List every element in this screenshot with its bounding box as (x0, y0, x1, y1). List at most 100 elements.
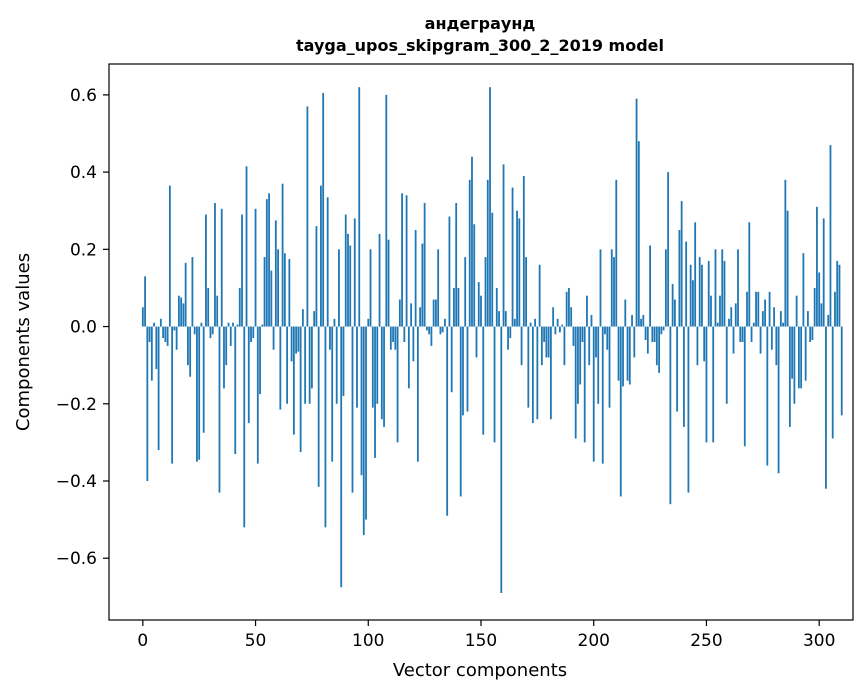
bar (416, 326, 419, 462)
bar (177, 295, 180, 327)
bar (367, 318, 370, 327)
bar (353, 218, 356, 327)
bar (191, 257, 194, 327)
bar (687, 326, 690, 493)
bar (173, 326, 176, 331)
bar (141, 307, 144, 327)
bar (646, 326, 649, 354)
y-tick-label: −0.2 (56, 395, 97, 415)
bar (168, 185, 171, 327)
bar (308, 326, 311, 404)
bar (448, 216, 451, 327)
y-axis-ticks: −0.6 −0.4 −0.2 0.0 0.2 0.4 0.6 (56, 86, 109, 569)
bar (279, 326, 282, 410)
bar (347, 233, 349, 327)
bar (549, 326, 552, 420)
bar (299, 326, 302, 453)
bar (683, 326, 685, 427)
bar (398, 299, 401, 327)
bar (412, 326, 415, 362)
bar (432, 299, 435, 327)
bar (757, 291, 760, 327)
x-tick-label: 0 (137, 631, 148, 651)
y-tick-label: 0.6 (70, 86, 97, 106)
y-tick-label: −0.6 (56, 549, 97, 569)
bar (486, 179, 489, 327)
bar (344, 214, 347, 327)
bar (572, 326, 575, 346)
bar (304, 326, 307, 404)
bar (232, 322, 234, 327)
bar (655, 326, 658, 366)
bar (696, 326, 699, 366)
bar (407, 326, 410, 389)
bar (577, 326, 579, 404)
bar (615, 179, 618, 327)
bar (500, 326, 503, 593)
bar (716, 322, 719, 327)
bar (480, 295, 482, 327)
bar (588, 326, 591, 366)
bar (692, 280, 694, 327)
bar (292, 326, 295, 435)
bar (198, 326, 201, 460)
bar (840, 326, 843, 416)
bar (628, 326, 631, 385)
bar (522, 175, 525, 327)
bar (791, 326, 794, 379)
bar (619, 326, 622, 497)
bar (410, 303, 413, 327)
bar (626, 326, 629, 381)
x-tick-label: 300 (803, 631, 835, 651)
bar (148, 326, 151, 342)
bar (622, 326, 624, 387)
bar (637, 141, 640, 327)
bar (435, 299, 437, 327)
bar (651, 326, 654, 342)
bar (295, 326, 298, 354)
bar (583, 326, 586, 443)
bar (218, 326, 221, 493)
bar (340, 326, 343, 588)
bar (401, 193, 403, 327)
bar (150, 326, 153, 381)
bar (471, 156, 473, 327)
bar (331, 326, 334, 462)
bar (816, 206, 818, 327)
bar (586, 295, 588, 327)
bar (554, 326, 557, 335)
bar (202, 326, 205, 433)
bar (281, 183, 284, 327)
bar (362, 326, 365, 536)
bar (444, 318, 446, 327)
bar (752, 322, 755, 327)
bar (455, 203, 458, 327)
bar (473, 224, 476, 327)
bar (211, 326, 214, 335)
bar (144, 276, 146, 327)
bar (827, 314, 830, 327)
bar (371, 326, 374, 408)
bar (746, 291, 748, 327)
x-tick-label: 150 (465, 631, 497, 651)
bar (737, 249, 739, 327)
bar (559, 326, 561, 333)
bar (252, 326, 255, 339)
bar (358, 87, 361, 327)
bar (166, 326, 169, 346)
bar (592, 326, 595, 462)
bar (786, 210, 789, 327)
bar (662, 326, 665, 331)
bar (392, 326, 394, 342)
bar (534, 318, 537, 327)
bar (385, 94, 388, 327)
bar (597, 326, 600, 404)
bar (389, 326, 392, 350)
bar (689, 264, 692, 327)
bar (324, 326, 327, 528)
bar (437, 249, 440, 327)
bar (272, 326, 275, 350)
bar (403, 326, 406, 342)
bar (829, 145, 832, 327)
bar (800, 326, 803, 389)
